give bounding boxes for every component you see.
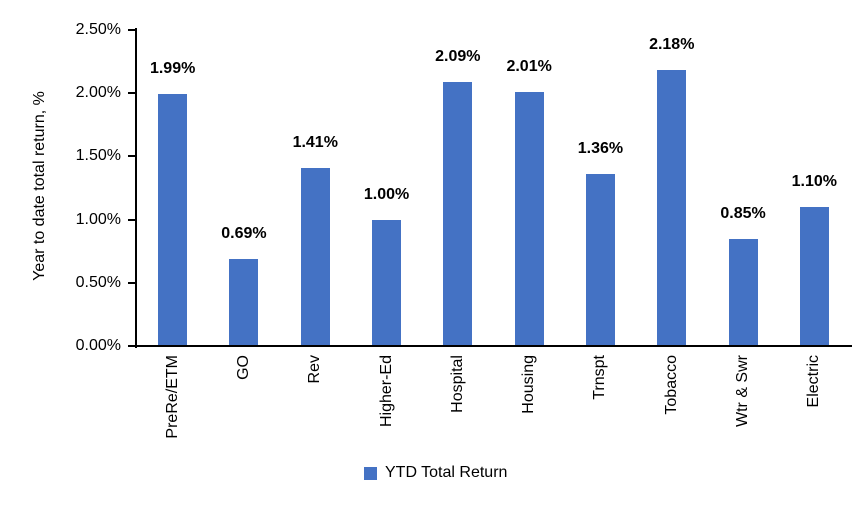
bar-Rev xyxy=(300,167,330,346)
x-category-label: Tobacco xyxy=(662,355,680,415)
bar-value-label: 2.01% xyxy=(506,57,552,75)
y-tick-label: 1.00% xyxy=(75,210,121,228)
bar-Electric xyxy=(799,206,829,346)
bar-value-label: 1.00% xyxy=(363,185,410,203)
bar-value-label: 0.69% xyxy=(221,224,267,242)
y-tick-label: 2.50% xyxy=(75,21,121,38)
y-tick-mark xyxy=(128,92,137,95)
x-category-label: Wtr & Swr xyxy=(734,355,752,427)
bar-value-label: 1.36% xyxy=(577,140,624,158)
bar-value-label: 0.85% xyxy=(720,204,766,222)
bar-value-label: 1.10% xyxy=(791,172,838,190)
y-tick-mark xyxy=(128,218,137,221)
bar-value-label: 2.18% xyxy=(649,36,695,54)
y-axis-title: Year to date total return, % xyxy=(31,91,48,281)
bar-GO xyxy=(229,258,259,346)
x-category-label: PreRe/ETM xyxy=(163,355,181,439)
bar-value-label: 1.99% xyxy=(149,60,196,78)
y-tick-label: 2.00% xyxy=(75,84,121,102)
y-tick-label: 0.00% xyxy=(75,337,121,354)
bar-Tobacco xyxy=(657,70,687,346)
x-category-label: Higher-Ed xyxy=(377,355,395,428)
bar-Trnspt xyxy=(585,174,615,346)
y-axis-line xyxy=(135,28,137,348)
y-tick-label: 1.50% xyxy=(75,147,121,165)
legend-swatch xyxy=(364,466,377,480)
bar-value-label: 1.41% xyxy=(292,133,338,151)
y-tick-mark xyxy=(128,155,137,158)
x-category-label: Rev xyxy=(306,355,324,384)
x-category-label: Housing xyxy=(520,355,538,414)
y-tick-mark xyxy=(128,281,137,284)
bar-PreRe/ETM xyxy=(158,94,188,346)
x-category-label: Electric xyxy=(805,355,823,408)
bar-Housing xyxy=(514,91,544,346)
x-category-label: Hospital xyxy=(448,355,466,413)
legend: YTD Total Return xyxy=(364,464,507,482)
x-category-label: GO xyxy=(234,355,252,380)
legend-label: YTD Total Return xyxy=(385,464,508,481)
y-tick-mark xyxy=(128,29,137,31)
y-tick-label: 0.50% xyxy=(75,273,121,291)
bar-Hospital xyxy=(443,81,473,346)
x-category-label: Trnspt xyxy=(591,355,609,400)
bar-value-label: 2.09% xyxy=(435,47,481,65)
x-axis-line xyxy=(128,345,852,347)
bar-Higher-Ed xyxy=(372,219,402,346)
bar-Wtr & Swr xyxy=(728,238,758,346)
